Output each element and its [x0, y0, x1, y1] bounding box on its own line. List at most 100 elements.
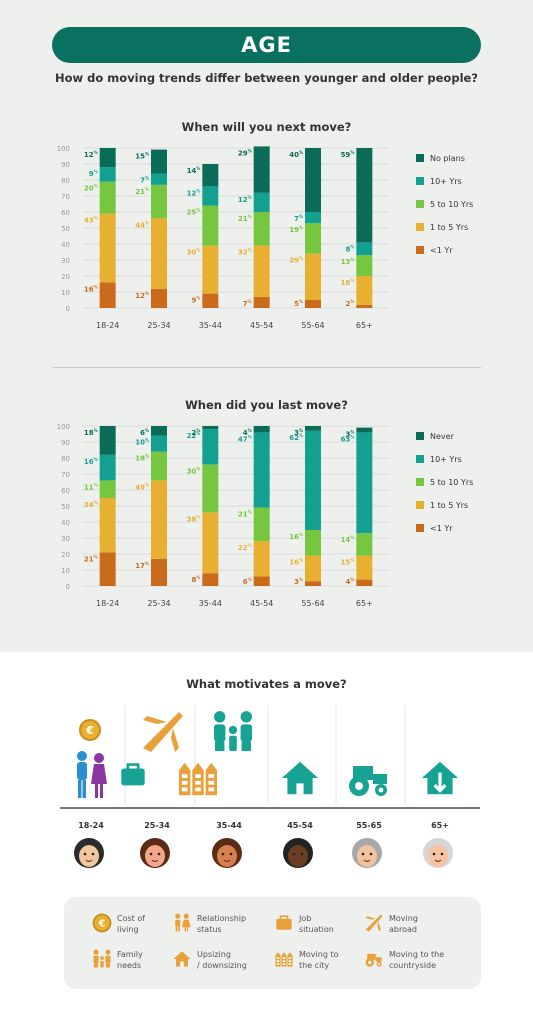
data-label-unit: % [94, 169, 98, 174]
data-label: 4% [345, 577, 354, 586]
job-icon [276, 915, 292, 930]
data-label: 9% [191, 296, 200, 305]
cost-of-living-icon: € [92, 913, 112, 933]
y-tick-label: 80 [61, 455, 70, 463]
legend-label: Relationship status [197, 914, 247, 934]
bar-segment [202, 186, 219, 206]
age-group-label: 25-34 [144, 821, 170, 830]
data-label: 30% [187, 248, 201, 257]
data-label-unit: % [248, 299, 252, 304]
data-label: 43% [84, 216, 98, 225]
bar-segment [99, 552, 116, 586]
motivations-title: What motivates a move? [186, 677, 347, 691]
age-banner: AGE [52, 27, 481, 63]
data-label-unit: % [196, 208, 200, 213]
data-label: 22% [238, 543, 252, 552]
data-label-unit: % [196, 575, 200, 580]
face-avatar [283, 838, 313, 868]
x-tick-label: 55-64 [301, 321, 324, 330]
data-label-unit: % [196, 466, 200, 471]
data-label: 2% [191, 428, 200, 437]
data-label-unit: % [350, 558, 354, 563]
bar-segment [253, 541, 270, 577]
bar-segment [99, 181, 116, 214]
data-label: 25% [187, 208, 201, 217]
face-avatar [423, 838, 453, 868]
y-tick-label: 30 [61, 535, 70, 543]
data-label-unit: % [350, 434, 354, 439]
data-label: 6% [140, 428, 149, 437]
data-label-unit: % [145, 152, 149, 157]
bar-segment [99, 213, 116, 283]
bar-segment [99, 167, 116, 182]
legend-swatch [416, 478, 424, 486]
data-label-unit: % [299, 558, 303, 563]
legend-label: Family needs [117, 950, 143, 970]
legend-item: Moving to the city [274, 949, 338, 971]
moving-abroad-icon [365, 914, 383, 932]
city-icon [275, 952, 293, 967]
legend-label: 1 to 5 Yrs [430, 501, 468, 510]
bar-segment [305, 223, 321, 254]
legend-swatch [416, 246, 424, 254]
bar-segment [356, 427, 373, 433]
bar-segment [356, 148, 373, 243]
legend-item: Upsizing / downsizing [172, 949, 247, 971]
data-label: 44% [135, 220, 149, 229]
data-label: 12% [187, 188, 201, 197]
bar-segment [99, 148, 116, 168]
bar-segment [202, 429, 219, 465]
last-move-chart: 0 10 20 30 40 50 60 70 80 90 100 21% 34% 11% 16% 18% 18-… [57, 423, 474, 608]
relationship-icon [175, 913, 191, 932]
data-label: 8% [191, 575, 200, 584]
svg-text:€: € [85, 724, 94, 737]
data-label-unit: % [248, 248, 252, 253]
data-label: 13% [341, 257, 355, 266]
data-label: 21% [238, 214, 252, 223]
legend-item: Family needs [92, 949, 143, 971]
family-icon [93, 949, 111, 968]
data-label-unit: % [350, 577, 354, 582]
moving-abroad-icon [143, 712, 183, 752]
data-label: 40% [289, 150, 303, 159]
bar-segment [356, 533, 373, 556]
x-tick-label: 65+ [356, 599, 373, 608]
data-label-unit: % [145, 291, 149, 296]
legend-swatch [416, 200, 424, 208]
bar-segment [305, 555, 321, 582]
bar-segment [202, 426, 219, 430]
face-avatar [212, 838, 242, 868]
data-label-unit: % [196, 296, 200, 301]
data-label-unit: % [94, 150, 98, 155]
data-label-unit: % [248, 428, 252, 433]
data-label-unit: % [145, 454, 149, 459]
bar-segment [356, 304, 373, 308]
bar-segment [253, 212, 270, 246]
legend-label: Moving to the countryside [389, 950, 445, 970]
data-label: 32% [238, 248, 252, 257]
bar-segment [151, 173, 167, 185]
bar-segment [202, 245, 219, 294]
x-tick-label: 45-54 [250, 599, 273, 608]
motivations-legend: € Cost of living Relationship status Job si… [64, 897, 481, 989]
data-label: 7% [243, 299, 252, 308]
y-tick-label: 60 [61, 487, 70, 495]
y-tick-label: 50 [61, 225, 70, 233]
bar-segment [151, 184, 167, 219]
data-label-unit: % [350, 299, 354, 304]
bar-segment [202, 164, 219, 187]
age-group-label: 35-44 [216, 821, 242, 830]
x-tick-label: 55-64 [301, 599, 324, 608]
legend-label: 1 to 5 Yrs [430, 223, 468, 232]
bar-segment [151, 218, 167, 289]
x-tick-label: 18-24 [96, 321, 119, 330]
bar-segment [151, 288, 167, 308]
cost-of-living-icon: € [92, 913, 112, 933]
legend-swatch [416, 524, 424, 532]
data-label: 34% [84, 500, 98, 509]
data-label-unit: % [196, 166, 200, 171]
data-label: 15% [135, 152, 149, 161]
family-icon [93, 949, 111, 968]
legend-item: Moving to the countryside [364, 949, 444, 971]
bar-segment [305, 530, 321, 556]
